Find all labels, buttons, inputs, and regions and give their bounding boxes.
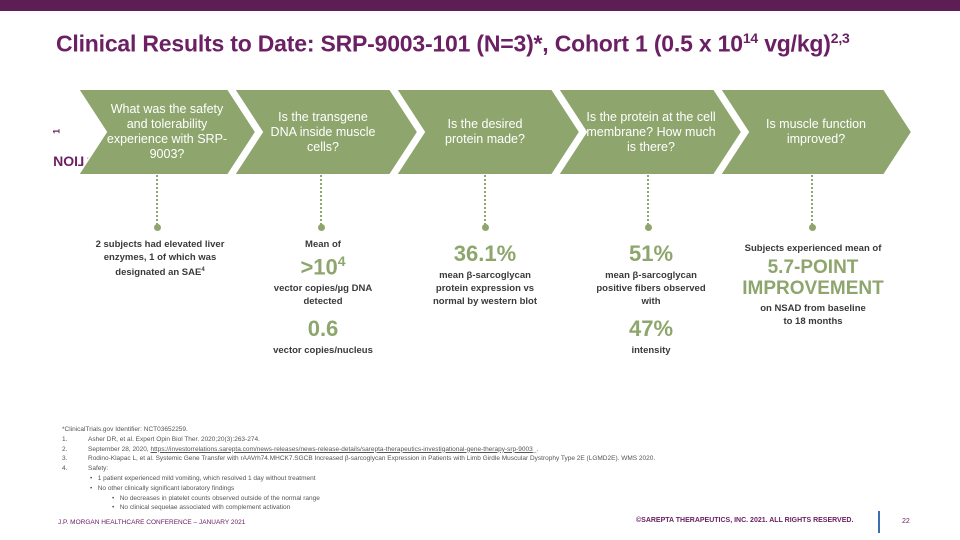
connector-dot-2: [318, 224, 325, 231]
page-number: 22: [902, 518, 910, 525]
question-5: Is muscle function improved?: [765, 117, 867, 146]
chevron-1: [78, 89, 258, 176]
question-2: Is the transgene DNA inside muscle cells…: [270, 109, 376, 154]
result-protein: 36.1% mean β-sarcoglycan protein express…: [433, 241, 537, 307]
chevron-4: [556, 89, 744, 176]
connector-dot-3: [482, 224, 489, 231]
connector-dot-4: [645, 224, 652, 231]
connector-dot-1: [154, 224, 161, 231]
result-function: Subjects experienced mean of 5.7-POINT I…: [742, 243, 884, 327]
footnotes: *ClinicalTrials.gov Identifier: NCT03652…: [62, 426, 656, 512]
connector-3: [484, 172, 488, 228]
connector-4: [647, 172, 651, 228]
connector-1: [156, 172, 160, 228]
chevron-3: [394, 89, 582, 176]
question-3: Is the desired protein made?: [445, 117, 525, 146]
footnote-link[interactable]: https://investorrelations.sarepta.com/ne…: [150, 445, 533, 453]
connector-dot-5: [809, 224, 816, 231]
result-membrane: 51% mean β-sarcoglycan positive fibers o…: [596, 241, 706, 356]
question-4: Is the protein at the cell membrane? How…: [586, 109, 716, 154]
connector-2: [320, 172, 324, 228]
chevron-5: [718, 89, 914, 176]
question-1: What was the safety and tolerability exp…: [106, 102, 228, 161]
footer-conference: J.P. MORGAN HEALTHCARE CONFERENCE – JANU…: [58, 519, 246, 526]
result-safety: 2 subjects had elevated liver enzymes, 1…: [95, 239, 225, 279]
question-chevrons: [78, 89, 914, 176]
result-dna: Mean of >104 vector copies/µg DNA detect…: [273, 239, 373, 357]
chevron-2: [232, 89, 420, 176]
connector-5: [811, 172, 815, 228]
page-title: Clinical Results to Date: SRP-9003-101 (…: [56, 30, 850, 57]
footer-divider: [878, 511, 880, 533]
question-label: QUESTION1: [51, 128, 127, 170]
top-bar: [0, 0, 960, 11]
footer-copyright: ©SAREPTA THERAPEUTICS, INC. 2021. ALL RI…: [636, 517, 854, 524]
